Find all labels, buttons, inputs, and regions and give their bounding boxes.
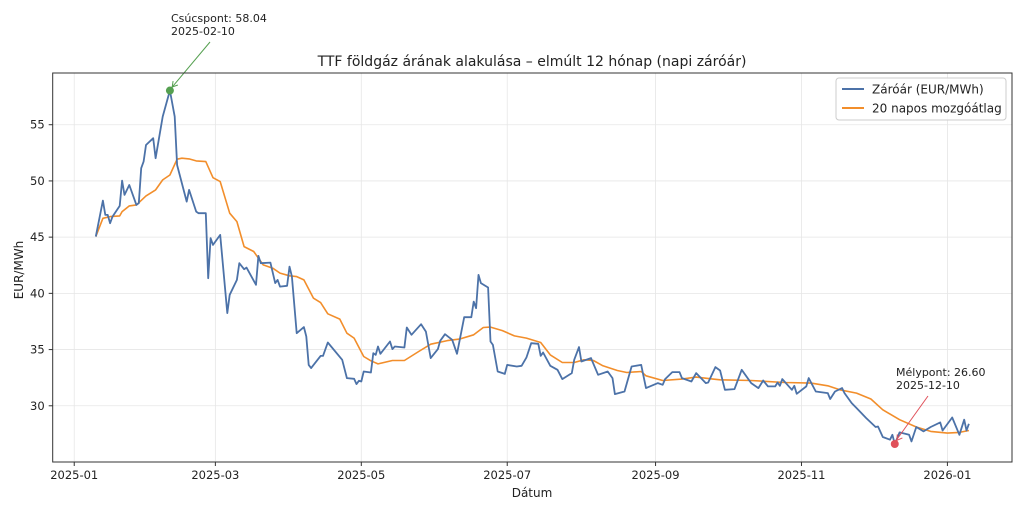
peak-arrowhead	[171, 80, 179, 88]
y-tick-label: 55	[30, 118, 45, 132]
y-axis-label: EUR/MWh	[12, 241, 26, 300]
legend-label-close-price: Záróár (EUR/MWh)	[872, 83, 984, 97]
x-tick-label: 2025-03	[191, 468, 239, 482]
chart-title: TTF földgáz árának alakulása – elmúlt 12…	[317, 54, 747, 70]
peak-label-value: Csúcspont: 58.04	[171, 12, 267, 25]
close-price-line	[94, 89, 970, 445]
peak-label-date: 2025-02-10	[171, 25, 235, 38]
y-tick-label: 45	[30, 230, 45, 244]
peak-arrow	[170, 41, 211, 89]
y-tick-label: 35	[30, 343, 45, 357]
x-tick-label: 2025-01	[50, 468, 98, 482]
y-tick-label: 30	[30, 399, 45, 413]
x-tick-label: 2025-09	[632, 468, 680, 482]
trough-marker	[890, 440, 899, 449]
x-tick-label: 2025-05	[337, 468, 385, 482]
y-tick-label: 50	[30, 174, 45, 188]
x-tick-label: 2026-01	[923, 468, 971, 482]
legend-label-moving-average: 20 napos mozgóátlag	[872, 102, 1002, 116]
series-lines	[94, 89, 970, 445]
peak-marker	[165, 86, 174, 95]
axis-ticks: 2025-01 2025-03 2025-05 2025-07 2025-09 2025-…	[30, 118, 971, 482]
trough-arrow	[895, 395, 929, 442]
legend: Záróár (EUR/MWh) 20 napos mozgóátlag	[835, 77, 1007, 121]
trough-arrowhead	[896, 434, 903, 442]
x-axis-label: Dátum	[512, 486, 553, 500]
trough-label-date: 2025-12-10	[896, 379, 960, 392]
x-tick-label: 2025-07	[483, 468, 531, 482]
grid	[52, 73, 1012, 462]
legend-box	[835, 77, 1007, 121]
moving-average-line	[95, 157, 970, 434]
x-tick-label: 2025-11	[777, 468, 825, 482]
y-tick-label: 40	[30, 286, 45, 300]
trough-label-value: Mélypont: 26.60	[896, 366, 986, 379]
plot-frame	[52, 72, 1013, 463]
